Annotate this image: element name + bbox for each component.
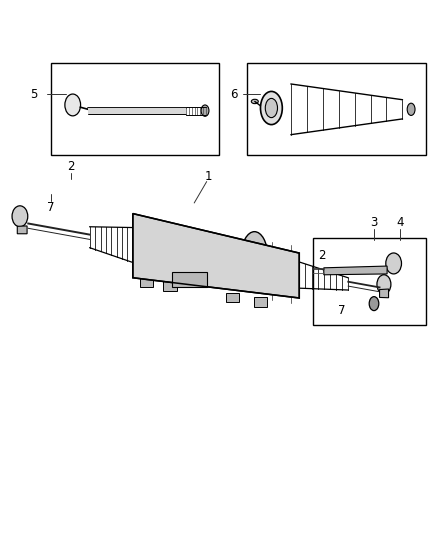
Ellipse shape [407,103,415,116]
Polygon shape [163,281,177,291]
Polygon shape [324,266,387,275]
Polygon shape [380,289,389,298]
Ellipse shape [369,297,379,311]
Polygon shape [17,226,27,234]
Bar [313,238,426,326]
Ellipse shape [386,253,402,274]
Text: 3: 3 [370,216,378,229]
Ellipse shape [12,206,28,227]
Ellipse shape [241,232,268,280]
Polygon shape [133,214,299,298]
Text: 6: 6 [230,87,238,101]
Polygon shape [226,293,239,302]
Ellipse shape [189,242,213,270]
Polygon shape [88,108,186,114]
Text: 4: 4 [396,216,404,229]
Bar [51,63,219,155]
Text: 2: 2 [318,249,325,262]
Bar [247,63,426,155]
Polygon shape [140,277,153,287]
Polygon shape [172,272,207,287]
Ellipse shape [265,99,278,118]
Text: 1: 1 [205,171,212,183]
Ellipse shape [65,94,81,116]
Text: 7: 7 [47,201,55,214]
Polygon shape [254,297,267,307]
Text: 2: 2 [67,159,74,173]
Ellipse shape [261,92,283,125]
Text: 5: 5 [30,87,37,101]
Ellipse shape [180,232,222,280]
Ellipse shape [251,99,258,103]
Ellipse shape [201,105,209,116]
Text: 7: 7 [338,304,345,317]
Ellipse shape [247,243,261,269]
Ellipse shape [377,274,391,294]
